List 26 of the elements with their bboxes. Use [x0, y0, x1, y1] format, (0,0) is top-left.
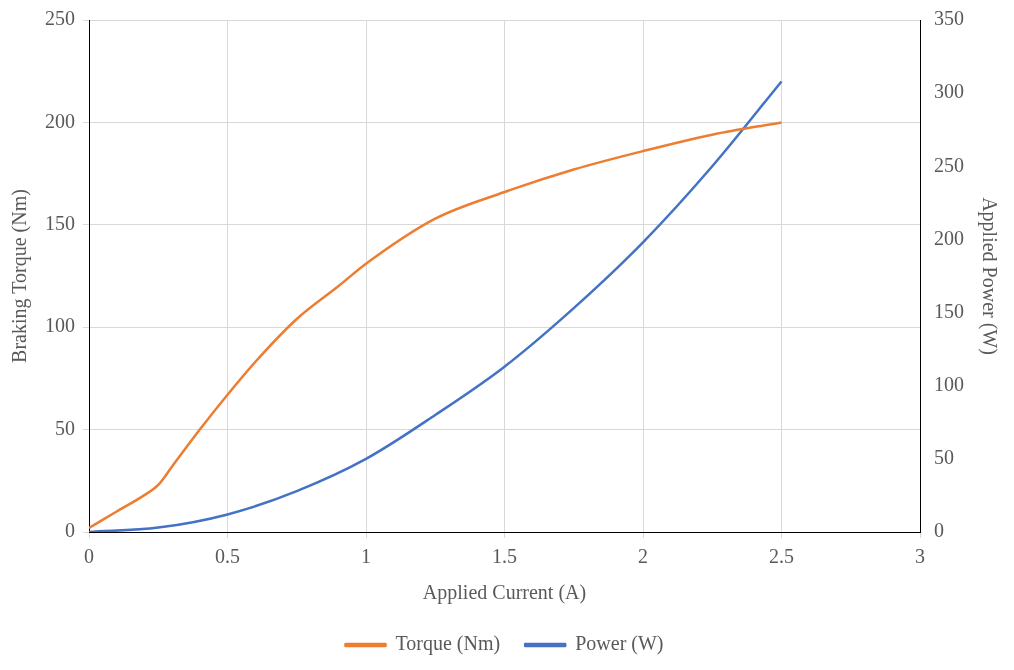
x-tick-label: 2.5	[769, 545, 794, 568]
y-tick-label: 50	[55, 416, 75, 439]
y2-tick-label: 50	[934, 446, 954, 469]
y-tick-label: 200	[45, 109, 75, 132]
y2-tick-label: 200	[934, 226, 964, 249]
y2-axis-title: Applied Power (W)	[977, 197, 1001, 355]
x-axis-title: Applied Current (A)	[422, 581, 587, 605]
y2-tick-label: 300	[934, 80, 964, 103]
y2-tick-label: 100	[934, 372, 964, 395]
y2-tick-label: 350	[934, 7, 964, 30]
y-tick-label: 150	[45, 212, 75, 235]
legend-label: Power (W)	[575, 632, 664, 656]
y-tick-label: 250	[45, 7, 75, 30]
x-tick-label: 0.5	[215, 545, 240, 568]
x-tick-label: 2	[638, 545, 648, 568]
legend-label: Torque (Nm)	[395, 632, 501, 656]
y-axis-title: Braking Torque (Nm)	[8, 189, 32, 363]
y2-tick-label: 150	[934, 299, 964, 322]
x-tick-label: 3	[915, 545, 925, 568]
x-tick-label: 1.5	[492, 545, 517, 568]
y2-tick-label: 250	[934, 153, 964, 176]
x-tick-label: 0	[84, 545, 94, 568]
y-tick-label: 0	[65, 519, 75, 542]
y-tick-label: 100	[45, 314, 75, 337]
x-tick-label: 1	[361, 545, 371, 568]
y2-tick-label: 0	[934, 519, 944, 542]
